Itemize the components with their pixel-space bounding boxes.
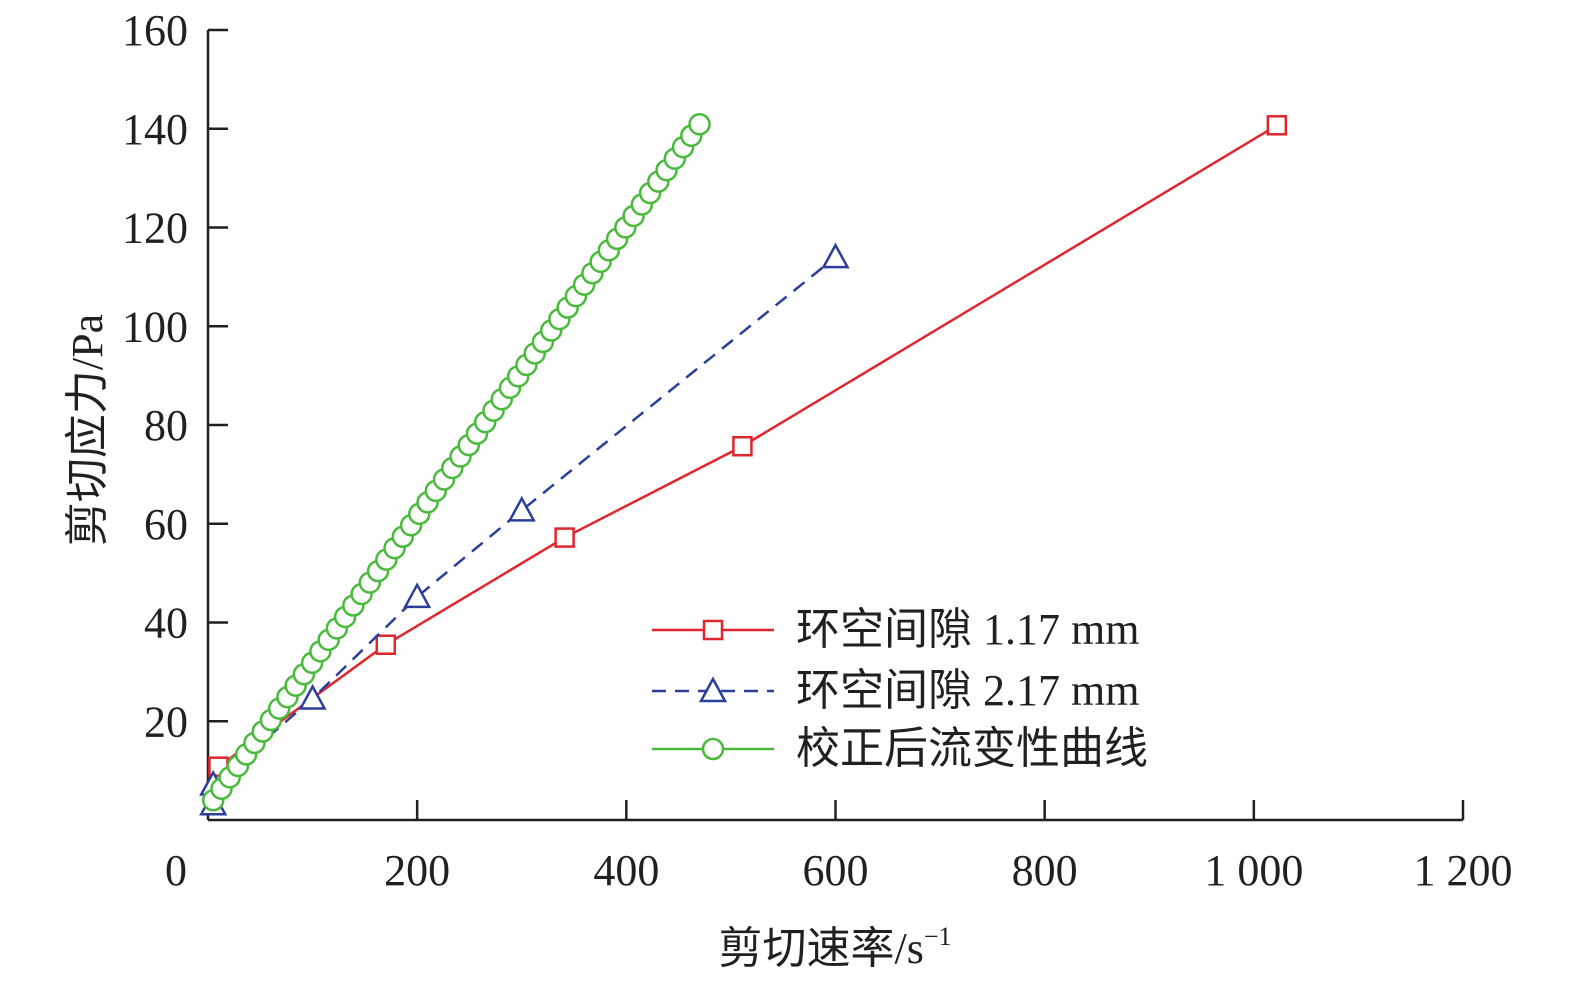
series-3 [201, 113, 711, 812]
y-tick-label: 40 [144, 599, 188, 648]
legend-item-series-1: 环空间隙 1.17 mm [652, 605, 1139, 654]
legend-marker-shape [702, 619, 724, 641]
legend: 环空间隙 1.17 mm 环空间隙 2.17 mm 校正后流变性曲线 [652, 605, 1148, 773]
series-line-2 [211, 256, 837, 805]
x-tick-label: 800 [1012, 846, 1078, 895]
x-tick-label: 1 200 [1414, 846, 1513, 895]
y-axis-title: 剪切应力/Pa [63, 314, 112, 546]
y-tick-label: 100 [122, 302, 188, 351]
data-point [732, 435, 753, 457]
x-tick-label: 0 [165, 846, 187, 895]
data-point [507, 495, 536, 522]
legend-label-series-2: 环空间隙 2.17 mm [796, 666, 1139, 715]
legend-marker-series-1 [702, 619, 724, 641]
y-tick-label: 120 [122, 204, 188, 253]
series-layer [199, 113, 1288, 816]
legend-label-series-1: 环空间隙 1.17 mm [796, 605, 1139, 654]
x-tick-label: 200 [384, 846, 450, 895]
x-axis-title-main: 剪切速率/s [718, 924, 923, 973]
x-tick-label: 1 000 [1204, 846, 1303, 895]
legend-marker-shape [701, 737, 725, 761]
y-tick-label: 60 [144, 500, 188, 549]
legend-item-series-2: 环空间隙 2.17 mm [652, 666, 1139, 715]
x-axis-title-sup: −1 [924, 922, 952, 951]
x-tick-label: 400 [593, 846, 659, 895]
series-1 [208, 115, 1288, 777]
data-point [375, 634, 397, 655]
data-point [403, 582, 432, 609]
ticks: 0 200 400 600 800 1 000 1 200 20 40 60 80 100 120 140… [122, 6, 1513, 895]
y-tick-label: 140 [122, 105, 188, 154]
data-point [688, 113, 711, 136]
data-point [821, 242, 850, 269]
legend-marker-series-2 [698, 676, 728, 703]
data-point [554, 527, 575, 548]
legend-marker-shape [698, 676, 728, 703]
data-point [1266, 115, 1288, 136]
legend-label-series-3: 校正后流变性曲线 [796, 724, 1148, 773]
legend-marker-series-3 [701, 737, 725, 761]
series-2 [199, 242, 850, 816]
legend-item-series-3: 校正后流变性曲线 [652, 724, 1148, 773]
x-axis-title: 剪切速率/s−1 [718, 922, 951, 973]
y-tick-label: 80 [144, 401, 188, 450]
data-point [298, 683, 327, 710]
y-tick-label: 160 [122, 6, 188, 55]
x-tick-label: 600 [803, 846, 869, 895]
y-tick-label: 20 [144, 697, 188, 746]
